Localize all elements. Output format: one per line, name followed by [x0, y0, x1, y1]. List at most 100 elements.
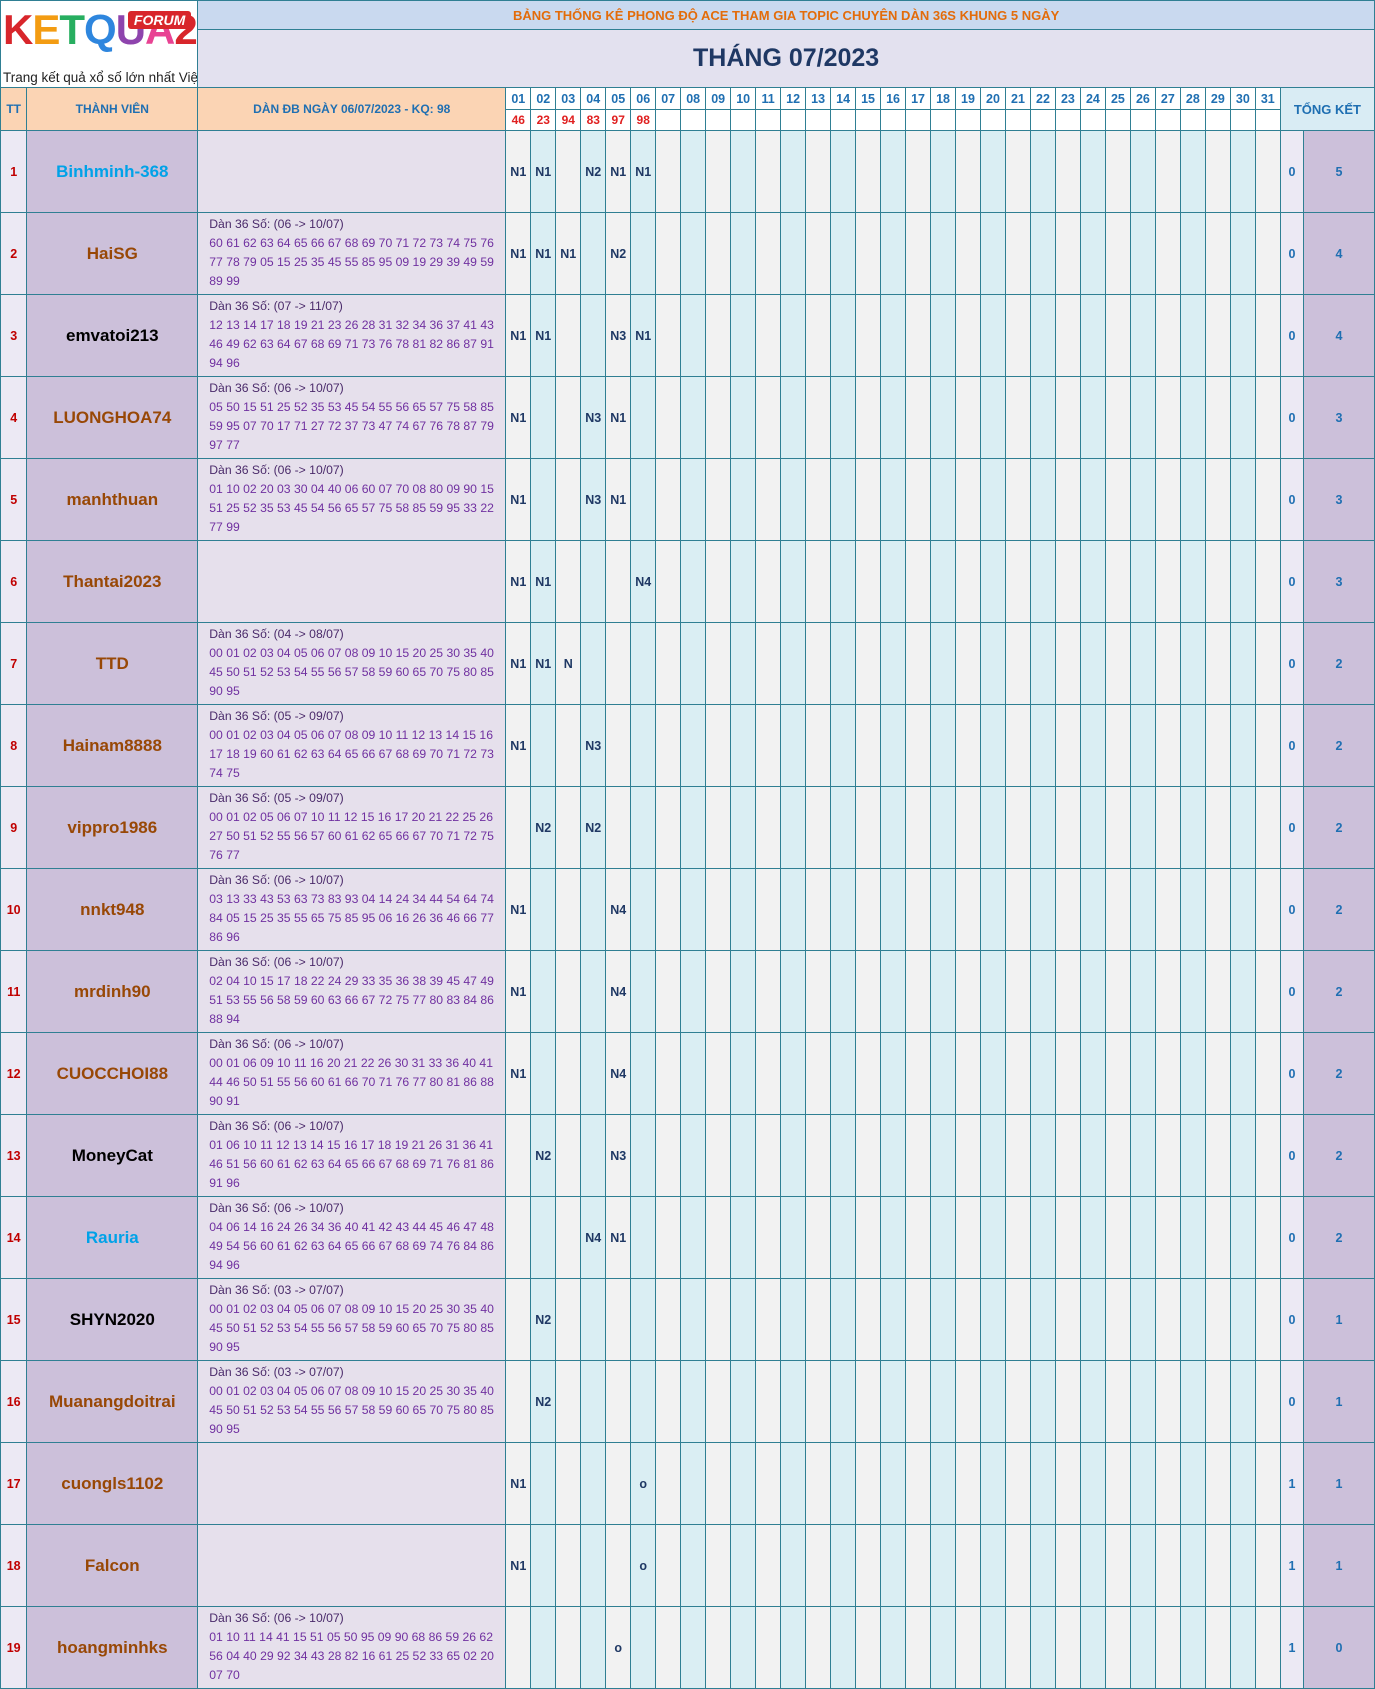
day-mark	[1179, 1606, 1206, 1689]
day-mark	[680, 130, 707, 213]
member-name[interactable]: hoangminhks	[26, 1606, 199, 1689]
day-mark	[980, 376, 1006, 459]
day-mark	[730, 130, 757, 213]
day-result	[680, 109, 707, 131]
day-mark	[955, 540, 981, 623]
member-name[interactable]: HaiSG	[26, 212, 199, 295]
member-name[interactable]: Falcon	[26, 1524, 199, 1607]
day-header: 30	[1229, 87, 1256, 110]
dan-line: 00 01 02 03 04 05 06 07 08 09 10 11 12 1…	[209, 728, 493, 742]
day-result: 97	[605, 109, 632, 131]
day-mark	[580, 1524, 607, 1607]
day-mark	[655, 212, 682, 295]
member-name[interactable]: emvatoi213	[26, 294, 199, 377]
day-mark	[555, 950, 582, 1033]
day-mark	[580, 1032, 607, 1115]
day-mark	[705, 1606, 732, 1689]
row-total: 2	[1303, 1196, 1375, 1279]
dan-line: 94 96	[209, 1258, 240, 1272]
day-mark	[1129, 1360, 1156, 1443]
row-number: 4	[0, 376, 28, 459]
member-name[interactable]: vippro1986	[26, 786, 199, 869]
day-mark	[655, 1114, 682, 1197]
logo[interactable]: KETQUA2 FORUM Trang kết quả xổ số lớn nh…	[0, 0, 199, 88]
day-mark	[1104, 950, 1131, 1033]
day-header: 08	[680, 87, 707, 110]
day-mark	[530, 704, 557, 787]
day-mark	[505, 1114, 532, 1197]
day-mark	[1029, 212, 1056, 295]
dan-line: Dàn 36 Số: (06 -> 10/07)	[209, 381, 344, 395]
day-mark	[1179, 1360, 1206, 1443]
dan-line: 03 13 33 43 53 63 73 83 93 04 14 24 34 4…	[209, 892, 494, 906]
day-mark	[1254, 1442, 1281, 1525]
day-mark	[1229, 294, 1256, 377]
day-mark	[505, 1606, 532, 1689]
day-mark	[1004, 868, 1031, 951]
member-name[interactable]: Hainam8888	[26, 704, 199, 787]
day-mark	[555, 540, 582, 623]
day-mark	[1079, 950, 1106, 1033]
day-result	[655, 109, 682, 131]
day-mark	[1204, 1442, 1231, 1525]
day-mark	[1129, 540, 1156, 623]
day-mark: N1	[505, 622, 532, 705]
member-name[interactable]: cuongls1102	[26, 1442, 199, 1525]
day-result	[805, 109, 832, 131]
day-mark	[1054, 1606, 1081, 1689]
member-name[interactable]: CUOCCHOI88	[26, 1032, 199, 1115]
day-mark	[730, 950, 757, 1033]
day-mark	[1029, 294, 1056, 377]
member-name[interactable]: mrdinh90	[26, 950, 199, 1033]
day-mark	[1129, 458, 1156, 541]
day-mark	[855, 376, 882, 459]
day-mark	[655, 294, 682, 377]
day-mark	[1254, 130, 1281, 213]
member-name[interactable]: LUONGHOA74	[26, 376, 199, 459]
day-mark	[1104, 1032, 1131, 1115]
day-mark	[805, 294, 832, 377]
day-mark	[980, 1442, 1006, 1525]
day-header: 04	[580, 87, 607, 110]
day-mark	[1029, 1032, 1056, 1115]
day-mark	[630, 1196, 657, 1279]
member-name[interactable]: Thantai2023	[26, 540, 199, 623]
day-mark	[905, 1114, 932, 1197]
day-mark	[630, 786, 657, 869]
day-mark	[955, 458, 981, 541]
logo-tagline: Trang kết quả xổ số lớn nhất Việt Nam	[3, 70, 198, 85]
day-mark	[1254, 1606, 1281, 1689]
day-mark	[605, 704, 632, 787]
day-mark	[980, 622, 1006, 705]
member-name[interactable]: Binhminh-368	[26, 130, 199, 213]
day-mark	[905, 294, 932, 377]
day-mark	[1129, 622, 1156, 705]
dan-line: 46 51 56 60 61 62 63 64 65 66 67 68 69 7…	[209, 1157, 494, 1171]
member-name[interactable]: nnkt948	[26, 868, 199, 951]
day-mark	[755, 704, 782, 787]
member-name[interactable]: MoneyCat	[26, 1114, 199, 1197]
day-mark	[580, 1278, 607, 1361]
member-name[interactable]: manhthuan	[26, 458, 199, 541]
day-header: 31	[1254, 87, 1281, 110]
day-mark	[830, 540, 857, 623]
day-mark	[655, 786, 682, 869]
day-mark	[930, 1196, 957, 1279]
member-name[interactable]: Muanangdoitrai	[26, 1360, 199, 1443]
day-result	[1079, 109, 1106, 131]
row-number: 1	[0, 130, 28, 213]
table-row: 6 Thantai2023 N1 N1 N4 0 3	[0, 540, 1375, 623]
day-mark	[955, 212, 981, 295]
member-dan	[197, 130, 507, 213]
day-mark	[1254, 540, 1281, 623]
member-name[interactable]: Rauria	[26, 1196, 199, 1279]
day-mark	[805, 1360, 832, 1443]
table-row: 14 Rauria Dàn 36 Số: (06 -> 10/07) 04 06 14…	[0, 1196, 1375, 1279]
dan-line: 49 54 56 60 61 62 63 64 65 66 67 68 69 7…	[209, 1239, 494, 1253]
day-mark	[655, 1032, 682, 1115]
member-name[interactable]: SHYN2020	[26, 1278, 199, 1361]
day-mark	[680, 458, 707, 541]
member-name[interactable]: TTD	[26, 622, 199, 705]
day-header: 20	[980, 87, 1006, 110]
member-dan: Dàn 36 Số: (05 -> 09/07) 00 01 02 03 04 0…	[197, 704, 507, 787]
